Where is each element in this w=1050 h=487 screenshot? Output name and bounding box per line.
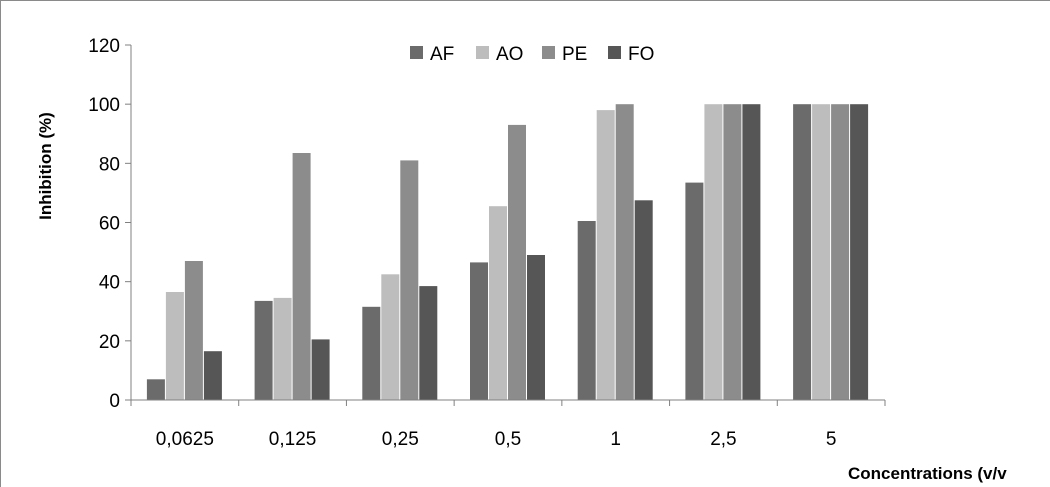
bar-pe-0 xyxy=(184,261,203,400)
x-axis-title: Concentrations (v/v xyxy=(848,464,1007,483)
bar-af-0 xyxy=(146,379,165,400)
bar-fo-3 xyxy=(527,255,545,400)
y-tick-label-3: 60 xyxy=(99,214,120,235)
bar-pe-2 xyxy=(400,160,419,400)
bar-fo-2 xyxy=(419,286,438,400)
bar-fo-0 xyxy=(203,351,222,400)
bar-af-4 xyxy=(577,221,596,400)
legend-label-pe: PE xyxy=(562,44,587,65)
x-tick-label-6: 5 xyxy=(826,429,837,450)
bars-layer xyxy=(146,104,869,401)
y-axis-title: Inhibition (%) xyxy=(36,112,55,220)
legend: AF AO PE FO xyxy=(410,44,654,65)
legend-label-ao: AO xyxy=(496,44,523,65)
x-tick-label-0: 0,0625 xyxy=(156,429,214,450)
bar-pe-5 xyxy=(723,104,742,400)
y-tick-label-5: 100 xyxy=(88,95,120,116)
legend-swatch-fo xyxy=(608,46,621,59)
y-tick-label-4: 80 xyxy=(99,154,120,175)
y-tick-label-1: 20 xyxy=(99,332,120,353)
legend-swatch-af xyxy=(410,46,423,59)
y-tick-label-2: 40 xyxy=(99,273,120,294)
bar-ao-0 xyxy=(165,292,184,400)
bar-af-3 xyxy=(470,262,488,400)
bar-ao-1 xyxy=(273,297,292,400)
y-tick-label-6: 120 xyxy=(88,36,120,57)
bar-fo-5 xyxy=(742,104,761,400)
bar-ao-3 xyxy=(489,206,507,400)
bar-pe-4 xyxy=(615,104,634,400)
bar-af-5 xyxy=(685,182,704,400)
bar-fo-6 xyxy=(850,104,869,400)
legend-label-fo: FO xyxy=(628,44,654,65)
bar-ao-5 xyxy=(704,104,723,400)
bar-ao-2 xyxy=(381,274,400,400)
x-tick-labels: 0,0625 0,125 0,25 0,5 1 2,5 5 xyxy=(130,400,886,450)
bar-pe-3 xyxy=(508,124,526,401)
x-tick-label-1: 0,125 xyxy=(269,429,317,450)
legend-swatch-ao xyxy=(476,46,489,59)
bar-af-6 xyxy=(793,104,812,400)
x-tick-label-4: 1 xyxy=(610,429,621,450)
bar-af-1 xyxy=(254,300,273,400)
x-tick-label-5: 2,5 xyxy=(710,429,736,450)
bar-fo-4 xyxy=(634,200,653,400)
bar-ao-4 xyxy=(596,110,615,400)
y-tick-label-0: 0 xyxy=(109,391,120,412)
y-tick-labels: 0 20 40 60 80 100 120 xyxy=(88,36,131,412)
x-tick-label-3: 0,5 xyxy=(495,429,521,450)
legend-label-af: AF xyxy=(430,44,454,65)
bar-af-2 xyxy=(362,306,381,400)
legend-swatch-pe xyxy=(542,46,555,59)
x-tick-label-2: 0,25 xyxy=(382,429,419,450)
bar-pe-6 xyxy=(831,104,850,400)
bar-fo-1 xyxy=(311,339,330,400)
bar-ao-6 xyxy=(812,104,831,400)
bar-pe-1 xyxy=(292,153,311,400)
